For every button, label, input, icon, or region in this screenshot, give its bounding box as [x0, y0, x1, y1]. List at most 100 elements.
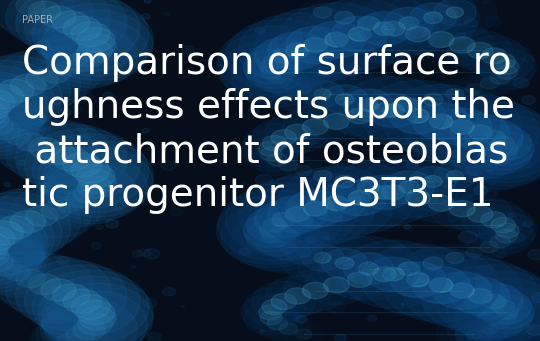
Circle shape: [0, 232, 10, 256]
Circle shape: [335, 257, 354, 269]
Circle shape: [468, 152, 510, 178]
Circle shape: [221, 40, 322, 104]
Circle shape: [314, 6, 332, 18]
Circle shape: [340, 240, 447, 308]
Circle shape: [0, 251, 14, 272]
Circle shape: [79, 34, 116, 57]
Circle shape: [465, 119, 523, 156]
Circle shape: [434, 0, 476, 26]
Circle shape: [454, 130, 540, 189]
Circle shape: [26, 206, 58, 226]
Circle shape: [262, 299, 287, 315]
Circle shape: [246, 220, 330, 273]
Circle shape: [0, 96, 10, 120]
Circle shape: [164, 12, 171, 16]
Circle shape: [286, 190, 345, 227]
Circle shape: [0, 0, 93, 42]
Circle shape: [480, 77, 498, 89]
Circle shape: [302, 282, 328, 299]
Circle shape: [475, 62, 525, 94]
Circle shape: [325, 236, 330, 240]
Circle shape: [382, 21, 405, 36]
Circle shape: [0, 117, 93, 178]
Circle shape: [444, 281, 462, 292]
Circle shape: [217, 33, 324, 101]
Circle shape: [267, 70, 309, 97]
Circle shape: [254, 201, 313, 238]
Circle shape: [244, 50, 297, 84]
Circle shape: [0, 216, 33, 239]
Circle shape: [481, 309, 488, 314]
Circle shape: [341, 169, 396, 204]
Circle shape: [413, 0, 497, 39]
Circle shape: [73, 47, 105, 67]
Circle shape: [532, 293, 540, 303]
Circle shape: [302, 124, 307, 127]
Circle shape: [53, 147, 90, 171]
Circle shape: [92, 242, 102, 249]
Circle shape: [352, 233, 360, 238]
Circle shape: [410, 167, 456, 196]
Circle shape: [495, 229, 517, 243]
Circle shape: [481, 48, 507, 64]
Circle shape: [0, 215, 45, 285]
Circle shape: [408, 84, 458, 116]
Circle shape: [357, 16, 380, 30]
Circle shape: [77, 28, 115, 52]
Circle shape: [355, 92, 414, 129]
Circle shape: [42, 10, 153, 81]
Circle shape: [494, 192, 498, 195]
Circle shape: [421, 95, 539, 170]
Circle shape: [0, 108, 9, 130]
Circle shape: [298, 208, 309, 214]
Circle shape: [475, 125, 531, 161]
Circle shape: [147, 332, 162, 341]
Circle shape: [376, 183, 388, 191]
Circle shape: [79, 307, 116, 330]
Circle shape: [341, 6, 396, 41]
Circle shape: [330, 158, 438, 226]
Circle shape: [359, 155, 460, 219]
Circle shape: [353, 158, 360, 162]
Circle shape: [30, 180, 108, 229]
Circle shape: [327, 302, 346, 314]
Circle shape: [366, 257, 420, 291]
Circle shape: [351, 61, 366, 71]
Circle shape: [302, 119, 328, 135]
Circle shape: [406, 26, 430, 42]
Circle shape: [409, 19, 473, 60]
Circle shape: [300, 0, 346, 27]
Circle shape: [53, 284, 90, 307]
Circle shape: [462, 199, 525, 240]
Circle shape: [432, 80, 478, 108]
Circle shape: [436, 133, 443, 137]
Circle shape: [71, 22, 110, 46]
Circle shape: [279, 159, 298, 171]
Circle shape: [408, 247, 458, 279]
Circle shape: [427, 105, 431, 107]
Circle shape: [468, 288, 492, 303]
Circle shape: [267, 153, 287, 166]
Circle shape: [279, 323, 298, 335]
Circle shape: [335, 94, 354, 105]
Circle shape: [453, 52, 469, 62]
Circle shape: [307, 21, 366, 58]
Circle shape: [468, 125, 492, 140]
Circle shape: [450, 283, 474, 298]
Text: Comparison of surface ro
ughness effects upon the
 attachment of osteoblas
tic p: Comparison of surface ro ughness effects…: [22, 44, 515, 214]
Circle shape: [359, 262, 379, 275]
Circle shape: [12, 182, 100, 238]
Circle shape: [478, 48, 537, 85]
Circle shape: [0, 49, 91, 110]
Circle shape: [474, 186, 488, 195]
Circle shape: [378, 24, 389, 30]
Circle shape: [37, 308, 124, 341]
Circle shape: [71, 295, 110, 319]
Circle shape: [464, 19, 477, 27]
Circle shape: [349, 93, 368, 104]
Circle shape: [28, 274, 60, 294]
Circle shape: [30, 44, 108, 93]
Circle shape: [295, 329, 312, 339]
Circle shape: [475, 289, 531, 325]
Circle shape: [438, 62, 442, 65]
